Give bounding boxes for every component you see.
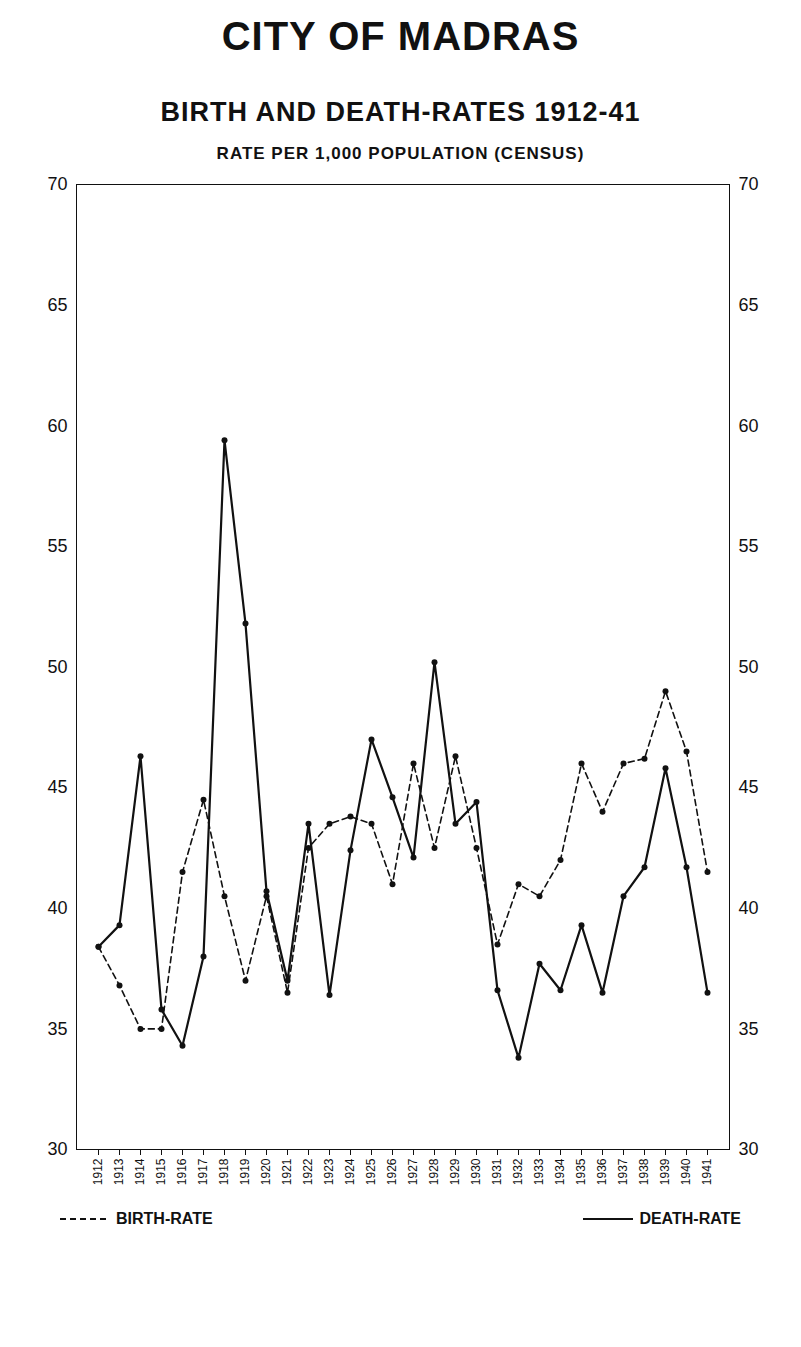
html-text:BIRTH-RATE: BIRTH-RATE xyxy=(116,1210,213,1227)
svg-text:1919: 1919 xyxy=(238,1158,252,1185)
svg-text:65: 65 xyxy=(739,295,759,315)
svg-text:1930: 1930 xyxy=(469,1158,483,1185)
svg-text:1934: 1934 xyxy=(553,1158,567,1185)
svg-text:1929: 1929 xyxy=(448,1158,462,1185)
html-text:CITY OF MADRAS: CITY OF MADRAS xyxy=(221,14,580,58)
svg-text:1921: 1921 xyxy=(280,1158,294,1185)
svg-text:45: 45 xyxy=(739,777,759,797)
svg-text:45: 45 xyxy=(47,777,67,797)
svg-text:30: 30 xyxy=(739,1139,759,1159)
html-text:DEATH-RATE: DEATH-RATE xyxy=(639,1210,741,1227)
svg-text:55: 55 xyxy=(47,536,67,556)
svg-text:65: 65 xyxy=(47,295,67,315)
svg-text:30: 30 xyxy=(47,1139,67,1159)
svg-text:1917: 1917 xyxy=(196,1158,210,1185)
html-text:BIRTH AND DEATH-RATES 1912-41: BIRTH AND DEATH-RATES 1912-41 xyxy=(160,97,641,127)
svg-text:1912: 1912 xyxy=(91,1158,105,1185)
svg-text:1924: 1924 xyxy=(343,1158,357,1185)
svg-text:1915: 1915 xyxy=(154,1158,168,1185)
svg-text:55: 55 xyxy=(739,536,759,556)
svg-text:35: 35 xyxy=(47,1019,67,1039)
svg-text:70: 70 xyxy=(739,174,759,194)
svg-text:1933: 1933 xyxy=(532,1158,546,1185)
svg-text:1923: 1923 xyxy=(322,1158,336,1185)
svg-text:60: 60 xyxy=(47,416,67,436)
svg-text:35: 35 xyxy=(739,1019,759,1039)
svg-text:1938: 1938 xyxy=(637,1158,651,1185)
svg-text:1936: 1936 xyxy=(595,1158,609,1185)
svg-text:1916: 1916 xyxy=(175,1158,189,1185)
svg-text:1918: 1918 xyxy=(217,1158,231,1185)
svg-text:1926: 1926 xyxy=(385,1158,399,1185)
svg-text:40: 40 xyxy=(47,898,67,918)
svg-text:1925: 1925 xyxy=(364,1158,378,1185)
svg-text:1914: 1914 xyxy=(133,1158,147,1185)
svg-text:1931: 1931 xyxy=(490,1158,504,1185)
svg-text:1920: 1920 xyxy=(259,1158,273,1185)
svg-text:1940: 1940 xyxy=(679,1158,693,1185)
svg-text:1935: 1935 xyxy=(574,1158,588,1185)
svg-text:1939: 1939 xyxy=(658,1158,672,1185)
svg-text:1928: 1928 xyxy=(427,1158,441,1185)
svg-text:50: 50 xyxy=(47,657,67,677)
svg-text:1932: 1932 xyxy=(511,1158,525,1185)
svg-text:1927: 1927 xyxy=(406,1158,420,1185)
html-text:RATE PER 1,000 POPULATION (CEN: RATE PER 1,000 POPULATION (CENSUS) xyxy=(216,144,585,163)
svg-text:1922: 1922 xyxy=(301,1158,315,1185)
svg-text:60: 60 xyxy=(739,416,759,436)
svg-text:70: 70 xyxy=(47,174,67,194)
svg-text:1941: 1941 xyxy=(700,1158,714,1185)
svg-text:50: 50 xyxy=(739,657,759,677)
svg-text:40: 40 xyxy=(739,898,759,918)
svg-text:1913: 1913 xyxy=(112,1158,126,1185)
svg-text:1937: 1937 xyxy=(616,1158,630,1185)
